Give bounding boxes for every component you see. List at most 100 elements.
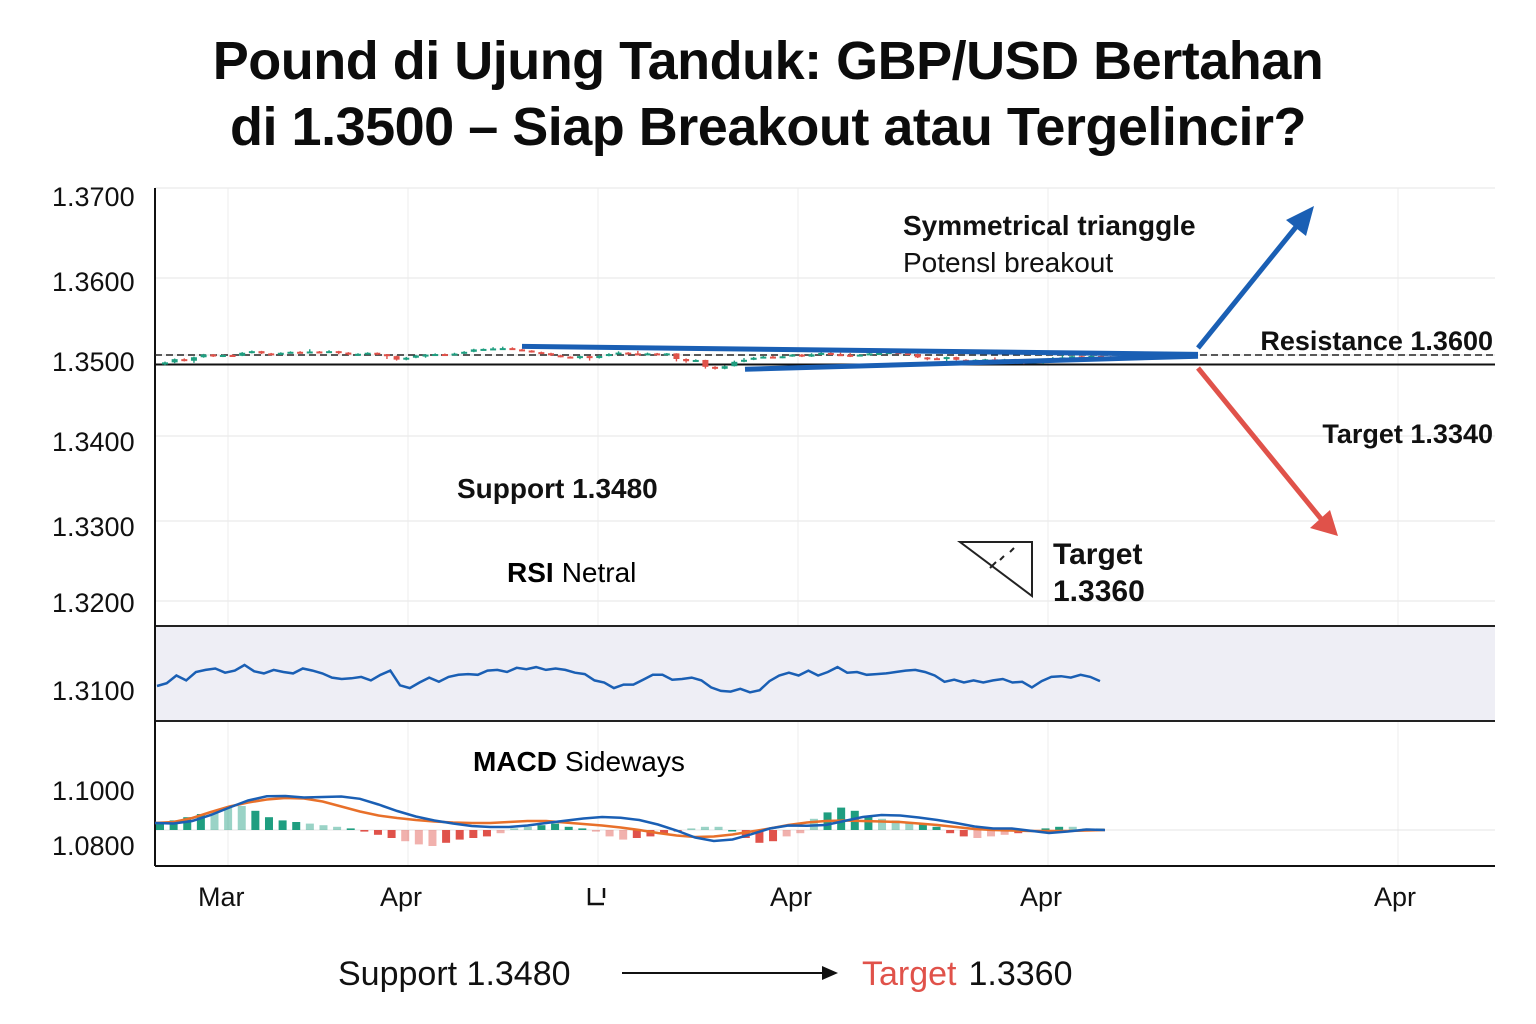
macd-histogram-bar [837, 807, 846, 830]
breakout-up-arrow [1196, 220, 1302, 350]
macd-histogram-bar [292, 822, 301, 830]
macd-histogram-bar [373, 830, 382, 835]
candle-body [712, 366, 719, 369]
target-right-label: Target 1.3340 [1322, 419, 1493, 449]
macd-histogram-bar [264, 817, 273, 830]
macd-histogram-bar [237, 806, 246, 830]
candle-body [422, 354, 429, 357]
candle-body [876, 353, 883, 355]
macd-histogram-bar [728, 830, 737, 832]
macd-histogram-bar [156, 822, 164, 830]
macd-histogram-bar [305, 823, 314, 830]
macd-histogram-bar [251, 810, 260, 830]
footer-arrowhead [822, 966, 838, 980]
candle-body [818, 352, 825, 355]
footer-support: Support 1.3480 [338, 955, 571, 993]
macd-histogram-bar [687, 828, 696, 830]
candle-body [673, 353, 680, 359]
macd-histogram-bar [482, 830, 491, 837]
target-box-title: Target [1053, 538, 1142, 571]
macd-histogram-bar [905, 822, 914, 830]
candle-body [181, 359, 188, 362]
x-tick-apr-3: Apr [1020, 882, 1062, 912]
candle-body [625, 352, 632, 355]
candle-body [316, 351, 323, 354]
candle-body [827, 352, 834, 355]
macd-histogram-bar [278, 820, 287, 830]
candle-body [326, 351, 333, 354]
candle-body [393, 356, 400, 360]
candle-body [480, 348, 487, 351]
x-tick-apr-4: Apr [1374, 882, 1416, 912]
rsi-label: RSI Netral [507, 557, 636, 588]
candle-body [769, 356, 776, 359]
candle-body [490, 348, 497, 351]
macd-histogram-bar [387, 830, 396, 838]
mini-chart-icon [957, 541, 1033, 598]
rsi-label-bold: RSI [507, 557, 554, 588]
y-tick-1-0800: 1.0800 [52, 831, 135, 861]
triangle-upper-line [521, 343, 1199, 357]
candle-body [934, 358, 940, 361]
macd-histogram-bar [210, 810, 219, 830]
y-tick-1-3300: 1.3300 [52, 512, 135, 542]
triangle-lower-line [744, 353, 1199, 372]
candle-body [190, 357, 197, 361]
candle-body [798, 354, 805, 357]
candle-body [374, 352, 381, 355]
triangle-title: Symmetrical trianggle [903, 210, 1196, 241]
macd-label-bold: MACD [473, 746, 557, 777]
macd-histogram-bar [918, 823, 927, 830]
candle-body [914, 354, 921, 358]
macd-histogram-bar [537, 825, 546, 830]
candle-body [509, 348, 516, 351]
x-tick-labels: Mar Apr Apr Apr Apr [198, 882, 1416, 912]
candle-body [297, 351, 304, 354]
macd-histogram-bar [1041, 828, 1050, 830]
macd-histogram-bar [1068, 826, 1077, 830]
macd-histogram-bar [959, 830, 968, 837]
candle-body [760, 356, 767, 359]
title-line-1: Pound di Ujung Tanduk: GBP/USD Bertahan [212, 31, 1324, 91]
x-tick-bracket-glyph [587, 888, 606, 906]
macd-histogram-bar [932, 826, 941, 830]
candle-body [268, 353, 275, 356]
macd-histogram-bar [973, 830, 982, 838]
candle-body [519, 349, 526, 352]
macd-histogram-bar [414, 830, 423, 845]
macd-histogram-bar [319, 825, 328, 830]
candle-body [557, 355, 564, 358]
candle-body [239, 352, 246, 356]
macd-histogram-bar [1000, 830, 1009, 835]
y-tick-labels: 1.3700 1.3600 1.3500 1.3400 1.3300 1.320… [52, 182, 135, 861]
footer-target-word: Target [862, 955, 957, 993]
macd-histogram-bar [551, 823, 560, 830]
breakdown-down-arrowhead [1310, 510, 1338, 536]
title-line-2: di 1.3500 – Siap Breakout atau Tergelinc… [230, 97, 1306, 157]
candle-body [808, 354, 815, 357]
footer-target: Target 1.3360 [862, 955, 1073, 993]
macd-histogram-bar [196, 814, 205, 830]
candle-body [277, 352, 284, 355]
macd-histogram-bar [878, 818, 887, 830]
y-tick-1-3200: 1.3200 [52, 588, 135, 618]
macd-histogram-bar [1055, 826, 1064, 830]
macd-signal-line [154, 796, 1106, 839]
candle-body [229, 355, 236, 357]
macd-histogram-bar [632, 830, 641, 838]
macd-histogram-bar [224, 807, 233, 830]
y-tick-1-3500: 1.3500 [52, 347, 135, 377]
rsi-line [156, 663, 1101, 694]
candle-body [943, 357, 950, 360]
candle-body [847, 354, 854, 357]
candle-body [441, 354, 448, 357]
candle-body [432, 354, 439, 357]
macd-histogram-bar [564, 826, 573, 830]
candle-body [567, 356, 574, 359]
macd-histogram-bar [455, 830, 464, 840]
candle-body [200, 354, 207, 358]
grid-lines [155, 187, 1495, 866]
candle-body [683, 359, 690, 362]
macd-histogram-bar [769, 830, 778, 842]
